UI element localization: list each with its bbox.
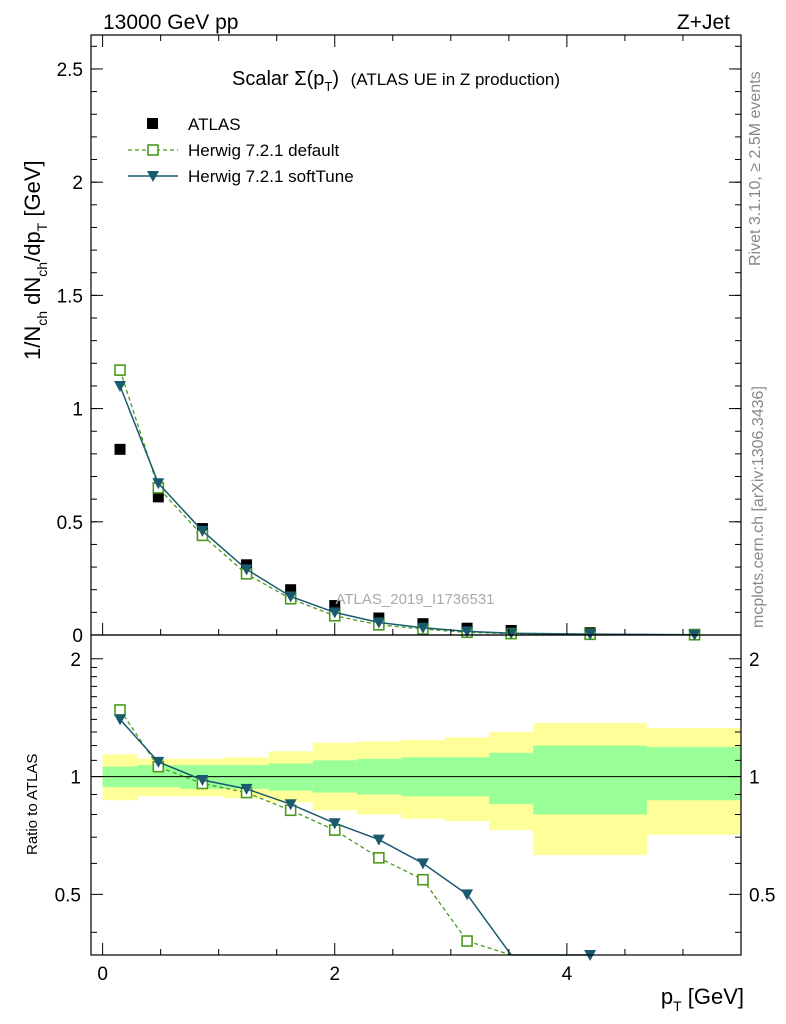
main-marks [114,364,701,641]
energy-label: 13000 GeV pp [103,11,238,34]
ratio-y-tick-label-right: 1 [749,768,760,789]
atlas-data-point [152,491,164,503]
chart-title: Scalar Σ(pT) (ATLAS UE in Z production) [232,68,560,94]
legend-default-marker [147,144,159,156]
main-panel: ATLAS_2019_I1736531 0 0.5 1 1.5 2 2.5 Scalar … [20,34,742,647]
herwig-softtune-point [372,617,385,629]
ratio-panel: 0.5 0.5 1 1 2 2 0 2 4 Ratio to ATLAS pT [GeV] [24,634,776,1014]
herwig-softtune-point [196,525,209,537]
ratio-herwig-default-point [417,873,429,886]
herwig-softtune-point [328,607,341,619]
ratio-herwig-softtune-point [284,799,297,811]
atlas-data-point [285,584,297,596]
title-prefix: Scalar Σ(p [232,68,324,90]
x-tick-label: 2 [329,964,340,985]
ratio-herwig-softtune-point [372,834,385,846]
herwig-softtune-point [152,478,165,490]
uncertainty-band-inner [533,745,647,815]
ylabel-a: 1/N [20,326,45,360]
title-sub: T [324,79,332,94]
ylabel-c: /dp [20,231,45,262]
legend-atlas-marker [147,118,158,129]
main-y-tick-label: 1.5 [57,286,83,307]
title-note: (ATLAS UE in Z production) [351,70,560,89]
main-y-ticks: 0 0.5 1 1.5 2 2.5 [57,35,741,647]
ratio-herwig-softtune-point [416,858,429,870]
mcplots-label: mcplots.cern.ch [arXiv:1306.3436] [750,386,767,628]
y-axis-label: 1/Nch dNch/dpT [GeV] [20,160,50,360]
ratio-y-tick-label: 0.5 [55,885,81,906]
ratio-herwig-default-point [114,704,126,716]
herwig-softtune-line [119,385,695,636]
herwig-softtune-point [461,626,474,638]
ratio-marks [114,704,597,961]
ratio-herwig-softtune-point [114,714,127,726]
herwig-default-line [119,369,695,636]
ratio-y-tick-label: 2 [70,650,81,671]
herwig-softtune-point [114,380,127,392]
uncertainty-band-inner [268,763,313,791]
ylabel-a-sub: ch [34,311,50,326]
legend-softtune-marker [147,171,159,182]
legend-atlas-label: ATLAS [188,115,241,134]
ratio-herwig-softtune-point [152,756,165,768]
process-label: Z+Jet [677,11,730,34]
title-suffix: ) [332,68,339,90]
main-y-tick-label: 0 [72,626,83,647]
herwig-softtune-point [505,628,518,640]
uncertainty-band-inner [646,747,741,801]
ratio-herwig-default-point [461,935,473,947]
ylabel-c-sub: T [34,222,50,231]
main-y-tick-label: 2.5 [57,60,83,81]
ratio-bands [91,723,741,856]
ratio-y-tick-label: 1 [70,768,81,789]
herwig-softtune-point [240,564,253,576]
ylabel-b: dN [20,277,45,311]
ratio-herwig-softtune-point [328,818,341,830]
legend: ATLAS Herwig 7.2.1 default Herwig 7.2.1 … [128,115,354,186]
uncertainty-band-inner [489,752,534,805]
legend-softtune-label: Herwig 7.2.1 softTune [188,167,354,186]
ratio-y-tick-label-right: 2 [749,650,760,671]
xlabel-b: [GeV] [682,984,744,1009]
ratio-herwig-default-line [119,709,512,956]
main-y-tick-label: 1 [72,400,83,421]
xlabel-sub: T [673,998,682,1014]
ratio-herwig-softtune-point [240,783,253,795]
ratio-herwig-softtune-point [196,774,209,786]
x-tick-label: 0 [97,964,108,985]
watermark: ATLAS_2019_I1736531 [335,591,494,608]
rivet-version-label: Rivet 3.1.10, ≥ 2.5M events [747,71,764,266]
herwig-default-point [114,364,126,376]
x-tick-label: 4 [562,964,573,985]
main-y-tick-label: 2 [72,173,83,194]
herwig-softtune-point [416,622,429,634]
ratio-herwig-softtune-point [461,889,474,901]
x-axis-label: pT [GeV] [661,984,744,1014]
ratio-y-tick-label-right: 0.5 [749,885,775,906]
ratio-herwig-default-point [373,852,385,864]
main-y-tick-label: 0.5 [57,513,83,534]
ylabel-d: [GeV] [20,160,45,222]
ratio-ticks: 0.5 0.5 1 1 2 2 0 2 4 [55,650,776,985]
atlas-data-point [114,443,126,455]
xlabel-a: p [661,984,673,1009]
legend-default-label: Herwig 7.2.1 default [188,141,339,160]
atlas-data-point [329,600,341,612]
ylabel-b-sub: ch [34,262,50,277]
ratio-y-label: Ratio to ATLAS [24,754,41,855]
ratio-frame [90,634,742,956]
herwig-softtune-point [284,591,297,603]
